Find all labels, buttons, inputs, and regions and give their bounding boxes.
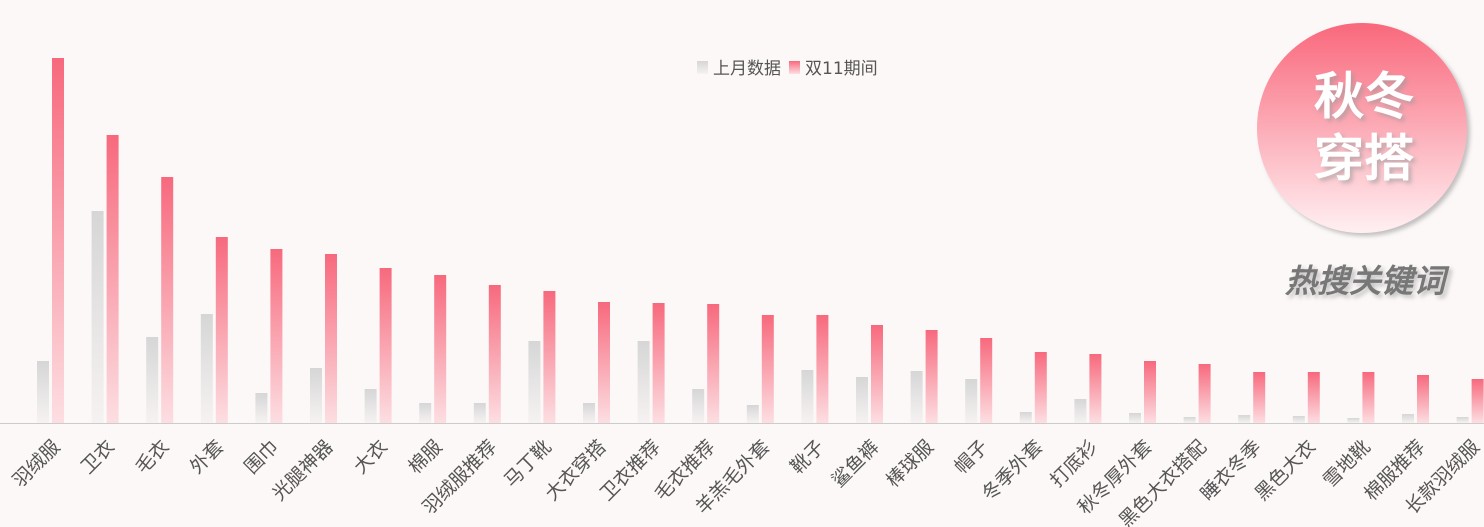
badge-line: 穿搭	[1314, 130, 1414, 188]
bar	[106, 135, 119, 423]
bar	[598, 302, 610, 423]
legend-swatch	[789, 61, 800, 74]
bar	[910, 371, 923, 423]
bar	[364, 389, 377, 423]
bar	[1292, 416, 1305, 423]
legend-swatch	[697, 61, 708, 74]
bar	[801, 370, 814, 423]
badge-line: 秋冬	[1314, 68, 1414, 126]
bar	[325, 254, 337, 423]
bar	[161, 177, 174, 423]
bar	[1347, 418, 1360, 423]
legend-label: 双11期间	[805, 59, 878, 79]
bar	[215, 237, 228, 423]
bar	[200, 314, 213, 423]
bar	[1089, 354, 1102, 423]
bar	[965, 379, 978, 423]
bar	[1417, 375, 1429, 423]
bar	[746, 405, 759, 423]
bar	[1144, 361, 1156, 423]
bar	[1129, 413, 1141, 423]
bar	[488, 285, 501, 423]
bar	[583, 403, 595, 423]
bar	[1362, 372, 1375, 423]
bar	[52, 58, 64, 423]
subtitle: 热搜关键词	[1284, 262, 1450, 300]
bar	[419, 403, 432, 423]
bar	[816, 315, 829, 423]
bar	[980, 338, 993, 423]
bar	[434, 275, 447, 423]
bar	[146, 337, 159, 423]
bar	[652, 303, 665, 423]
bar	[1307, 372, 1320, 423]
bar	[1183, 417, 1196, 423]
bar	[379, 268, 392, 423]
bar	[270, 249, 283, 423]
badge	[1257, 23, 1467, 233]
legend-label: 上月数据	[713, 59, 781, 79]
bar	[37, 361, 49, 423]
bar	[925, 330, 938, 423]
bar	[528, 341, 541, 423]
bar	[856, 377, 868, 423]
bar	[310, 368, 322, 423]
bar	[1471, 379, 1484, 423]
bar	[91, 211, 104, 423]
bar	[1034, 352, 1047, 423]
bar	[692, 389, 705, 423]
bar	[1253, 372, 1266, 423]
bar	[871, 325, 883, 423]
bar	[1198, 364, 1211, 423]
bar	[473, 403, 486, 423]
bar	[1402, 414, 1414, 423]
bar	[1456, 417, 1469, 423]
bar	[637, 341, 650, 423]
bar	[1074, 399, 1087, 423]
bar	[1019, 412, 1032, 423]
bar	[707, 304, 720, 423]
bar	[761, 315, 774, 423]
bar	[1238, 415, 1251, 423]
bar	[543, 291, 556, 423]
bar	[255, 393, 268, 423]
